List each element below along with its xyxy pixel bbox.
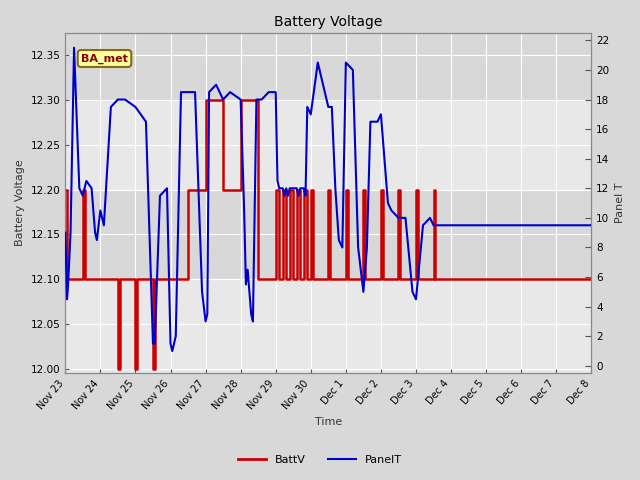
- Title: Battery Voltage: Battery Voltage: [274, 15, 383, 29]
- Y-axis label: Panel T: Panel T: [615, 183, 625, 223]
- Y-axis label: Battery Voltage: Battery Voltage: [15, 160, 25, 246]
- Bar: [65, 190, 591, 279]
- Bar: [65, 11, 591, 100]
- Legend: BattV, PanelT: BattV, PanelT: [234, 451, 406, 469]
- Text: BA_met: BA_met: [81, 53, 128, 64]
- X-axis label: Time: Time: [315, 417, 342, 427]
